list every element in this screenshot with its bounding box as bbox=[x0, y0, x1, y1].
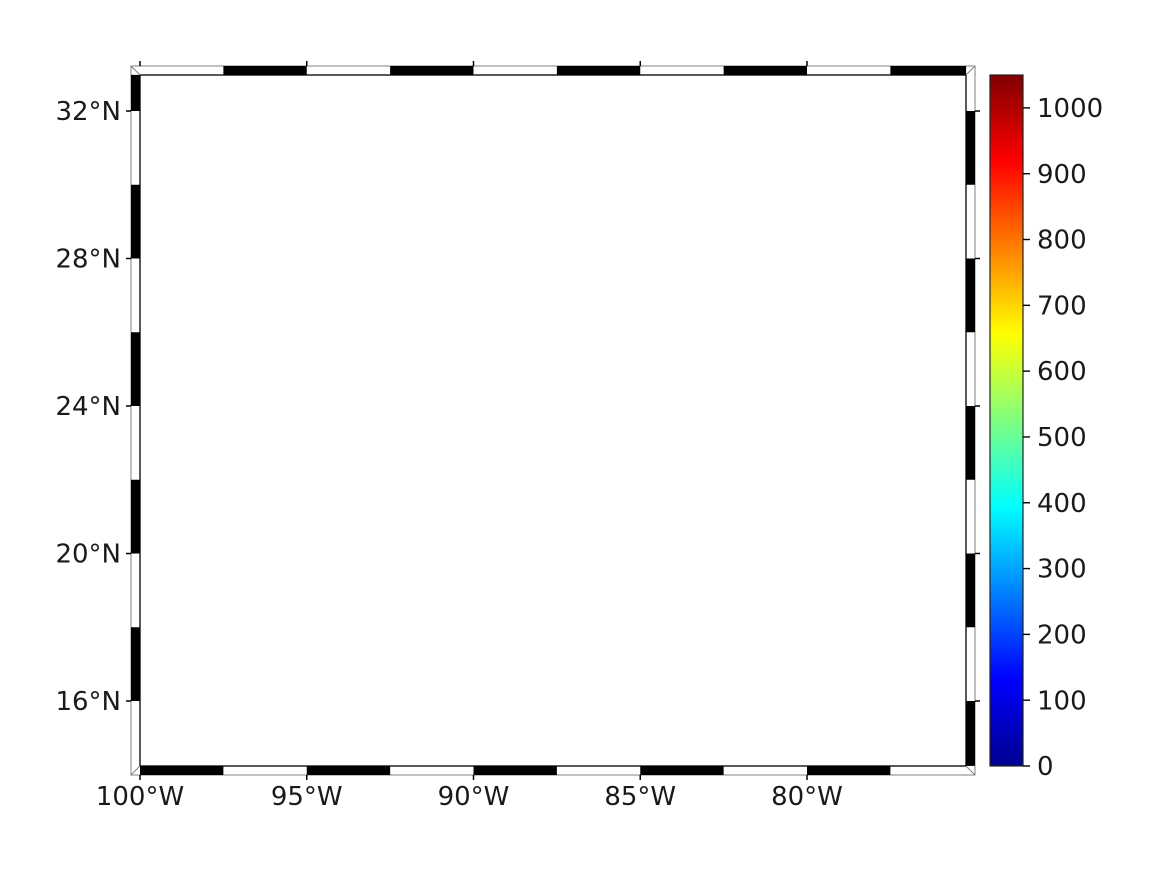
frame-segment-left bbox=[131, 627, 140, 701]
x-tick-label: 80°W bbox=[771, 782, 843, 812]
frame-segment-left bbox=[131, 74, 140, 111]
frame-corner-miter bbox=[965, 765, 976, 776]
frame-segment-right bbox=[966, 406, 975, 480]
frame-segment-left bbox=[131, 184, 140, 259]
x-tick-label: 100°W bbox=[96, 782, 184, 812]
frame-segment-left bbox=[131, 479, 140, 554]
y-tick-label: 16°N bbox=[55, 687, 121, 717]
colorbar-tick-label: 300 bbox=[1037, 555, 1087, 585]
y-tick-label: 28°N bbox=[55, 245, 121, 275]
frame-segment-bottom bbox=[306, 766, 391, 775]
frame-corner-miter bbox=[130, 65, 141, 76]
frame-segment-right bbox=[966, 701, 975, 766]
frame-segment-right bbox=[966, 553, 975, 628]
y-tick-label: 20°N bbox=[55, 540, 121, 570]
map-frame-border bbox=[126, 61, 980, 780]
frame-segment-bottom bbox=[640, 766, 724, 775]
frame-segment-left bbox=[131, 332, 140, 406]
colorbar: 0 100 200 300 400 500 600 700 800 900 1000 bbox=[989, 74, 1103, 782]
frame-segment-bottom bbox=[807, 766, 891, 775]
x-tick-label: 85°W bbox=[604, 782, 676, 812]
frame-segment-top bbox=[223, 66, 307, 75]
colorbar-tick-label: 1000 bbox=[1037, 94, 1103, 124]
colorbar-tick-label: 800 bbox=[1037, 226, 1087, 256]
colorbar-tick-label: 700 bbox=[1037, 291, 1087, 321]
frame-segment-top bbox=[390, 66, 474, 75]
colorbar-tick-label: 0 bbox=[1037, 752, 1054, 782]
frame-segment-bottom bbox=[473, 766, 557, 775]
x-tick-label: 90°W bbox=[438, 782, 510, 812]
frame-corner-miter bbox=[130, 765, 141, 776]
frame-segment-top bbox=[723, 66, 807, 75]
colorbar-tick-label: 500 bbox=[1037, 423, 1087, 453]
colorbar-tick-label: 600 bbox=[1037, 357, 1087, 387]
frame-segment-top bbox=[890, 66, 967, 75]
frame-segment-bottom bbox=[140, 766, 224, 775]
plot-border bbox=[139, 74, 967, 767]
axis-tick-labels: 32°N 28°N 24°N 20°N 16°N 100°W 95°W 90°W 85°W 80°… bbox=[55, 97, 842, 812]
colorbar-tick-label: 100 bbox=[1037, 686, 1087, 716]
y-tick-label: 32°N bbox=[55, 97, 121, 127]
frame-segment-right bbox=[966, 111, 975, 185]
frame-band-bg bbox=[130, 65, 976, 776]
colorbar-tick-label: 400 bbox=[1037, 489, 1087, 519]
colorbar-bar bbox=[989, 74, 1024, 767]
colorbar-tick-label: 900 bbox=[1037, 160, 1087, 190]
frame-segment-right bbox=[966, 258, 975, 333]
y-tick-label: 24°N bbox=[55, 392, 121, 422]
x-tick-label: 95°W bbox=[271, 782, 343, 812]
colorbar-tick-label: 200 bbox=[1037, 620, 1087, 650]
frame-corner-miter bbox=[965, 65, 976, 76]
frame-segment-top bbox=[556, 66, 641, 75]
